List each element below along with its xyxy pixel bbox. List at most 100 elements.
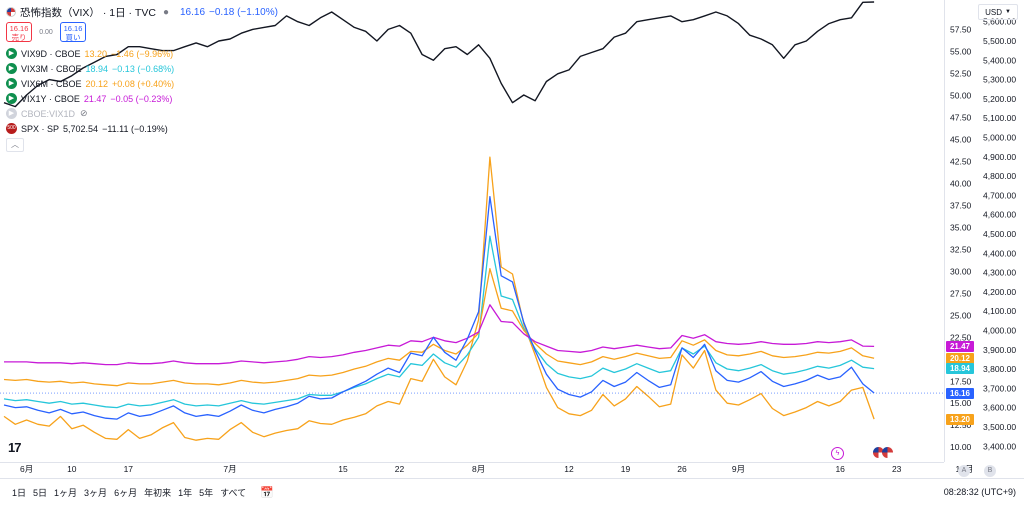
collapse-legend-icon[interactable]: ︿ — [6, 138, 24, 152]
buy-button[interactable]: 16.16 買い — [60, 22, 86, 42]
x-axis-tick: 22 — [395, 464, 405, 474]
left-axis-tick: 25.00 — [950, 310, 972, 320]
range-5d[interactable]: 5日 — [33, 488, 48, 498]
market-status-icon: ● — [162, 6, 169, 18]
series-line-0[interactable] — [3, 1, 875, 108]
right-axis-tick: 3,500.00 — [983, 422, 1016, 432]
calendar-range-icon[interactable]: 📅 — [260, 487, 274, 499]
lightning-icon[interactable]: ϟ — [831, 447, 844, 460]
legend-item-vix1d[interactable]: ▶ CBOE:VIX1D ⊘ — [6, 106, 278, 121]
series-line-1[interactable] — [3, 156, 875, 441]
right-axis-tick: 4,700.00 — [983, 190, 1016, 200]
price-chart[interactable]: 57.50 55.00 52.50 50.00 47.50 45.00 42.50 40.00… — [0, 0, 1024, 478]
legend-item-vix3m[interactable]: ▶ VIX3M · CBOE 18.94 −0.13 (−0.68%) — [6, 61, 278, 76]
left-axis-tick: 32.50 — [950, 244, 972, 254]
clock[interactable]: 08:28:32 (UTC+9) — [943, 487, 1016, 497]
left-axis-tick: 35.00 — [950, 222, 972, 232]
right-axis-tick: 3,800.00 — [983, 364, 1016, 374]
legend-change: −0.05 (−0.23%) — [110, 93, 173, 104]
legend-name: CBOE:VIX1D — [21, 108, 76, 119]
left-axis-tick: 57.50 — [950, 25, 972, 35]
legend-item-spx[interactable]: 500 SPX · SP 5,702.54 −11.11 (−0.19%) — [6, 121, 278, 136]
us-event-flag-icon[interactable] — [873, 447, 884, 458]
right-axis-tick: 5,400.00 — [983, 55, 1016, 65]
hidden-eye-icon[interactable]: ⊘ — [80, 108, 88, 118]
sell-button[interactable]: 16.16 売り — [6, 22, 32, 42]
right-axis-tick: 3,900.00 — [983, 345, 1016, 355]
left-axis-tick: 30.00 — [950, 266, 972, 276]
range-ytd[interactable]: 年初来 — [144, 488, 172, 498]
buy-label: 買い — [65, 33, 81, 42]
series-line-5[interactable] — [3, 195, 875, 420]
legend-name: SPX · SP — [21, 123, 60, 134]
left-axis-tick: 40.00 — [950, 178, 972, 188]
range-6m[interactable]: 6ヶ月 — [114, 488, 138, 498]
left-axis-tick: 37.50 — [950, 200, 972, 210]
right-axis-tick: 4,800.00 — [983, 171, 1016, 181]
range-5y[interactable]: 5年 — [199, 488, 214, 498]
x-axis-tick: 16 — [835, 464, 845, 474]
range-1m[interactable]: 1ヶ月 — [54, 488, 78, 498]
legend-change: −1.46 (−9.96%) — [111, 48, 174, 59]
left-axis-tick: 22.50 — [950, 332, 972, 342]
right-axis-tick: 5,000.00 — [983, 132, 1016, 142]
series-line-4[interactable] — [4, 304, 875, 366]
legend-name: VIX6M · CBOE — [21, 78, 82, 89]
x-axis-tick: 10 — [67, 464, 77, 474]
price-tag: 20.12 — [946, 352, 974, 364]
legend-name: VIX3M · CBOE — [21, 63, 82, 74]
right-axis-tick: 4,100.00 — [983, 306, 1016, 316]
us-event-flag-icon[interactable] — [882, 447, 893, 458]
currency-label: USD — [985, 7, 1002, 17]
cboe-icon: ▶ — [6, 93, 17, 104]
legend: 恐怖指数（VIX） · 1日 · TVC ● 16.16 −0.18 (−1.1… — [6, 4, 278, 152]
trade-buttons: 16.16 売り 0.00 16.16 買い — [6, 22, 278, 42]
spread-value: 0.00 — [39, 28, 53, 36]
price-tag: 13.20 — [946, 413, 974, 425]
right-axis-tick: 4,200.00 — [983, 287, 1016, 297]
right-axis-tick: 3,600.00 — [983, 403, 1016, 413]
left-axis-tick: 45.00 — [950, 134, 972, 144]
legend-item-vix6m[interactable]: ▶ VIX6M · CBOE 20.12 +0.08 (+0.40%) — [6, 76, 278, 91]
price-tag: 16.16 — [946, 387, 974, 399]
legend-value: 5,702.54 — [63, 123, 99, 134]
range-1y[interactable]: 1年 — [178, 488, 193, 498]
x-axis-tick: 26 — [677, 464, 687, 474]
bottom-toolbar: 1日 5日 1ヶ月 3ヶ月 6ヶ月 年初来 1年 5年 すべて 📅 08:28:… — [0, 478, 1024, 506]
range-1d[interactable]: 1日 — [12, 488, 27, 498]
right-axis-tick: 5,200.00 — [983, 94, 1016, 104]
header-price: 16.16 — [179, 6, 206, 18]
range-all[interactable]: すべて — [220, 488, 247, 498]
sell-price: 16.16 — [9, 24, 29, 33]
b-button[interactable]: B — [984, 465, 996, 477]
x-axis-tick: 7月 — [223, 464, 236, 474]
series-line-3[interactable] — [3, 268, 875, 387]
x-axis-tick: 9月 — [732, 464, 745, 474]
right-axis-tick: 5,100.00 — [983, 113, 1016, 123]
legend-change: +0.08 (+0.40%) — [112, 78, 175, 89]
range-3m[interactable]: 3ヶ月 — [84, 488, 108, 498]
right-axis-tick: 4,500.00 — [983, 229, 1016, 239]
legend-name: VIX1Y · CBOE — [21, 93, 80, 104]
legend-value: 20.12 — [85, 78, 109, 89]
left-axis-tick: 42.50 — [950, 156, 972, 166]
cboe-icon: ▶ — [6, 63, 17, 74]
left-axis-tick: 50.00 — [950, 91, 972, 101]
legend-item-vix9d[interactable]: ▶ VIX9D · CBOE 13.20 −1.46 (−9.96%) — [6, 46, 278, 61]
legend-change: −0.13 (−0.68%) — [112, 63, 175, 74]
cboe-icon: ▶ — [6, 48, 17, 59]
legend-item-vix1y[interactable]: ▶ VIX1Y · CBOE 21.47 −0.05 (−0.23%) — [6, 91, 278, 106]
left-axis-tick: 47.50 — [950, 113, 972, 123]
series-line-2[interactable] — [3, 235, 875, 409]
right-axis-tick: 4,400.00 — [983, 248, 1016, 258]
currency-selector[interactable]: USD ▼ — [978, 4, 1018, 20]
x-axis-tick: 15 — [338, 464, 348, 474]
tradingview-logo-icon[interactable]: 17 — [8, 440, 22, 455]
auto-scale-button[interactable]: A — [958, 465, 970, 477]
symbol-title[interactable]: 恐怖指数（VIX） · 1日 · TVC — [20, 6, 156, 19]
buy-price: 16.16 — [63, 24, 83, 33]
cboe-icon: ▶ — [6, 78, 17, 89]
left-axis-tick: 12.50 — [950, 420, 972, 430]
legend-value: 13.20 — [84, 48, 108, 59]
